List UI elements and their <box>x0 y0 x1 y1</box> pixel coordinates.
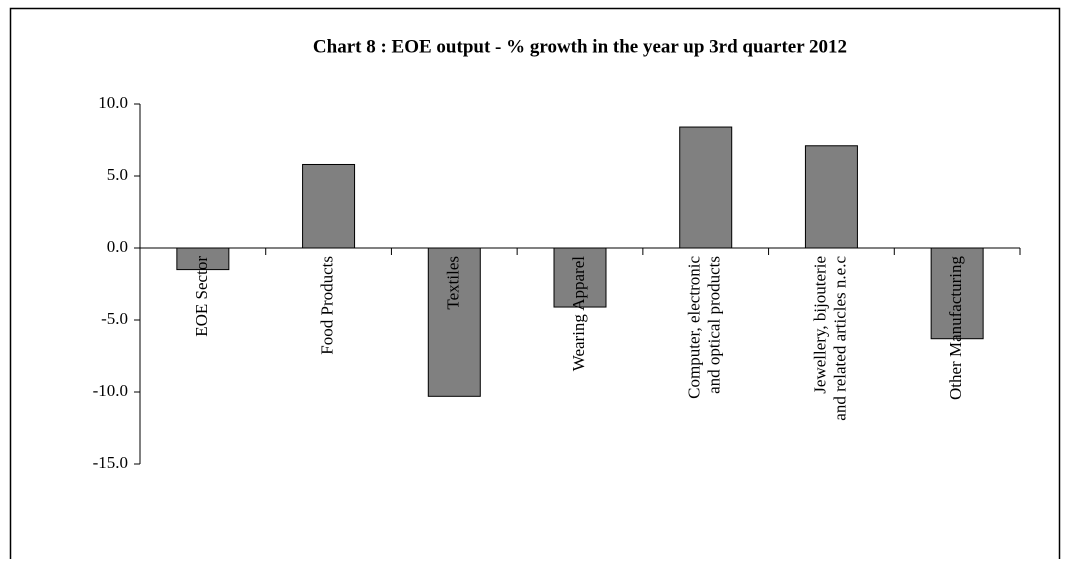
chart-frame <box>9 7 1061 564</box>
bar <box>302 163 356 249</box>
bar <box>679 126 733 249</box>
y-tick-label: -10.0 <box>93 381 128 400</box>
x-tick-label: Computer, electronicand optical products <box>685 256 724 399</box>
x-tick-label: Textiles <box>443 256 462 310</box>
x-tick-label: Other Manufacturing <box>946 256 965 400</box>
x-tick-label: Wearing Apparel <box>569 256 588 372</box>
chart-title: Chart 8 : EOE output - % growth in the y… <box>313 36 847 57</box>
y-tick-label: -15.0 <box>93 453 128 472</box>
y-tick-label: 10.0 <box>98 93 128 112</box>
y-tick-label: 0.0 <box>107 237 128 256</box>
x-tick-label: EOE Sector <box>192 256 211 337</box>
x-tick-label: Food Products <box>317 256 336 355</box>
bar <box>804 145 858 249</box>
x-tick-label: Jewellery, bijouterieand related article… <box>810 256 849 421</box>
y-tick-label: -5.0 <box>101 309 128 328</box>
bar <box>553 247 607 308</box>
y-tick-label: 5.0 <box>107 165 128 184</box>
bar <box>930 247 984 340</box>
